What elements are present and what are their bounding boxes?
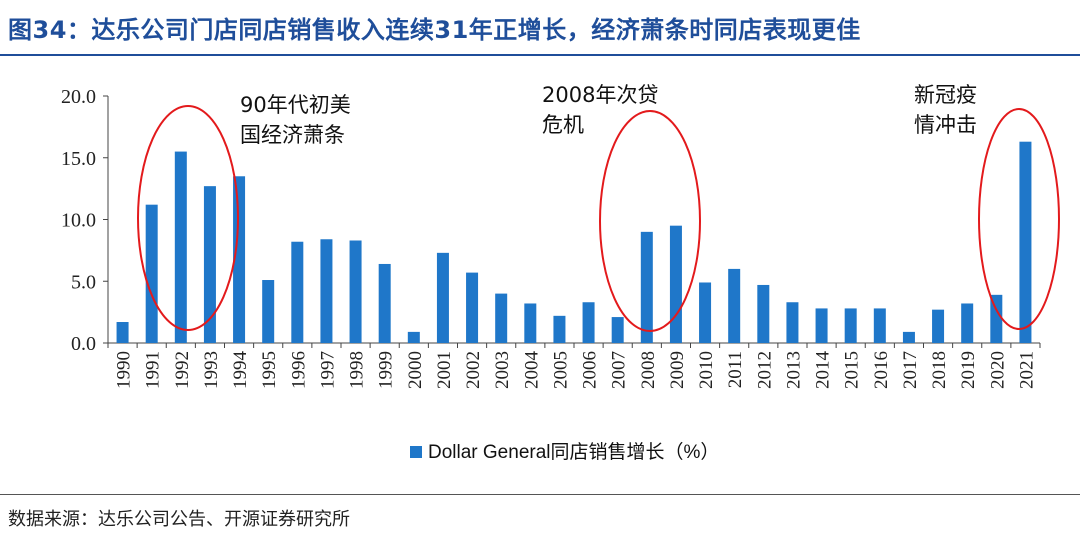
bar-2015 [844,308,857,343]
x-tick-label: 1990 [114,351,135,389]
bar-1992 [174,151,187,343]
annotation-1-line-1: 90年代初美 [240,93,351,117]
x-tick-label: 1992 [172,351,193,389]
x-tick-label: 2002 [463,351,484,389]
legend-swatch [410,446,422,458]
x-tick-label: 2003 [492,351,513,389]
bar-1990 [116,322,129,343]
x-tick-label: 1991 [143,351,164,389]
bar-2006 [582,302,595,343]
x-tick-label: 2020 [987,351,1008,389]
bar-2007 [611,317,624,343]
bar-2020 [990,294,1003,343]
x-tick-label: 2019 [958,351,979,389]
x-tick-label: 2018 [929,351,950,389]
x-tick-label: 1997 [317,351,338,389]
y-tick-label: 0.0 [71,333,96,355]
annotation-1-line-2: 国经济萧条 [240,123,345,147]
legend-label: Dollar General同店销售增长（%） [428,441,719,463]
bar-2013 [786,302,799,343]
y-tick-label: 10.0 [61,210,96,232]
annotation-3-line-1: 新冠疫 [914,83,977,107]
bar-2000 [407,331,420,343]
bar-1997 [320,239,333,343]
bar-1991 [145,204,158,343]
bar-2002 [466,272,479,343]
x-tick-label: 1999 [376,351,397,389]
source-divider [0,494,1080,495]
x-tick-label: 2012 [754,351,775,389]
bar-1994 [233,176,246,343]
x-tick-label: 2017 [900,351,921,389]
x-tick-label: 2010 [696,351,717,389]
x-tick-label: 1996 [288,351,309,389]
bar-1995 [262,280,275,343]
x-tick-label: 2015 [842,351,863,389]
bar-2004 [524,303,537,343]
bar-2016 [873,308,886,343]
bar-2021 [1019,141,1032,343]
x-tick-label: 2007 [609,351,630,389]
bar-2011 [728,268,741,343]
highlight-2008-crisis [599,110,701,332]
x-tick-label: 1998 [347,351,368,389]
x-tick-label: 2001 [434,351,455,389]
bar-2018 [932,309,945,343]
highlight-1990s-recession [137,105,239,331]
bar-2009 [669,225,682,343]
x-tick-label: 2006 [580,351,601,389]
bar-1999 [378,263,391,343]
x-tick-label: 2000 [405,351,426,389]
x-tick-label: 1994 [230,351,251,390]
x-tick-label: 2009 [667,351,688,389]
x-tick-label: 2013 [783,351,804,389]
bar-2012 [757,284,770,343]
bar-2008 [640,231,653,343]
bar-chart: 0.0 5.0 10.0 15.0 20.0 1990 1991 1992 1993 1994 19… [61,83,1060,463]
bar-2005 [553,315,566,343]
title-divider [0,54,1080,56]
x-tick-label: 1993 [201,351,222,389]
y-tick-label: 20.0 [61,86,96,108]
bar-2014 [815,308,828,343]
x-tick-label: 2021 [1016,351,1037,389]
bar-2001 [436,252,449,343]
x-tick-label: 1995 [259,351,280,389]
y-tick-label: 15.0 [61,148,96,170]
annotation-2-line-1: 2008年次贷 [542,83,658,107]
bar-1998 [349,240,362,343]
bar-2017 [902,331,915,343]
x-tick-label: 2005 [550,351,571,389]
bar-2019 [961,303,974,343]
annotation-3-line-2: 情冲击 [914,113,977,137]
x-tick-label: 2011 [725,351,746,388]
source-note: 数据来源：达乐公司公告、开源证券研究所 [8,509,350,530]
x-tick-label: 2014 [813,351,834,390]
figure-title: 图34：达乐公司门店同店销售收入连续31年正增长，经济萧条时同店表现更佳 [8,16,861,44]
bar-2003 [495,293,508,343]
x-tick-label: 2008 [638,351,659,389]
y-tick-label: 5.0 [71,271,96,293]
bar-1996 [291,241,304,343]
annotation-2-line-2: 危机 [542,113,584,137]
highlight-covid [978,108,1060,330]
bar-2010 [699,282,712,343]
x-tick-label: 2016 [871,351,892,389]
bar-1993 [203,186,216,343]
x-tick-label: 2004 [521,351,542,390]
